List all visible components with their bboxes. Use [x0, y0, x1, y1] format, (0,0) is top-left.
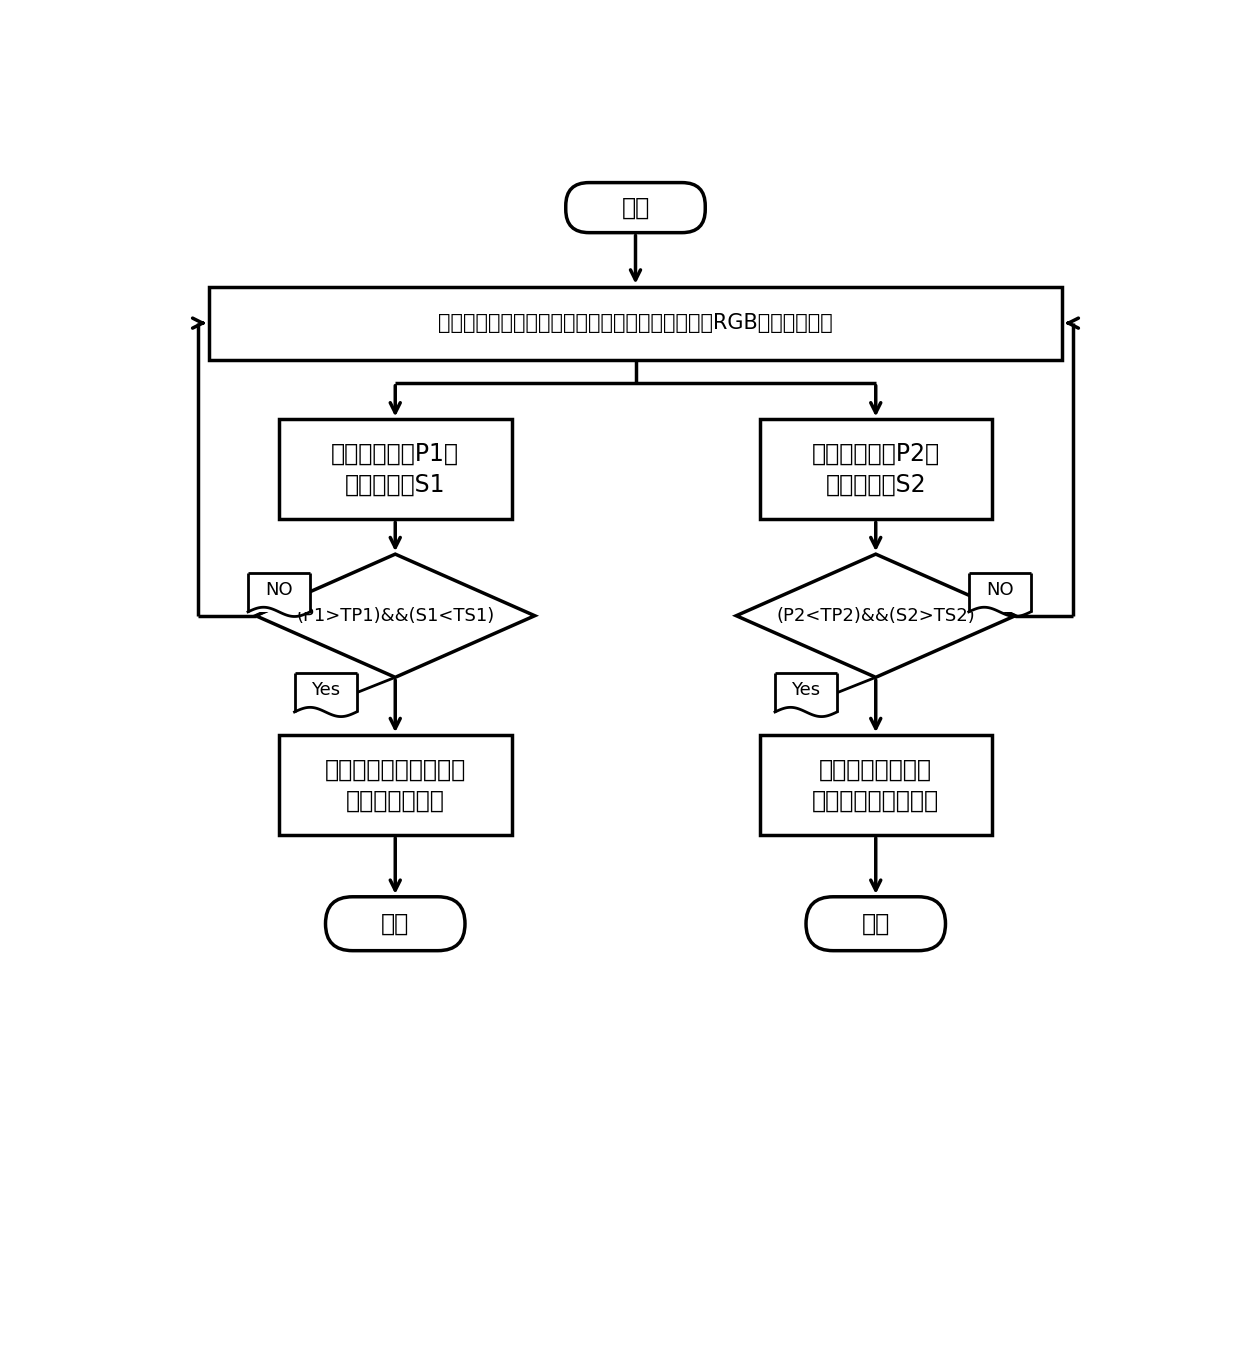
FancyBboxPatch shape	[325, 896, 465, 951]
Text: NO: NO	[265, 581, 293, 599]
Bar	[775, 674, 837, 712]
Bar	[968, 573, 1030, 612]
Text: 平均饱和度S2: 平均饱和度S2	[826, 473, 926, 497]
Text: 确定曝光参数P1和: 确定曝光参数P1和	[331, 441, 459, 466]
Text: (P1>TP1)&&(S1<TS1): (P1>TP1)&&(S1<TS1)	[296, 607, 495, 625]
Text: 开始: 开始	[621, 196, 650, 220]
Text: 结束: 结束	[862, 911, 890, 936]
Polygon shape	[737, 554, 1016, 678]
Text: (P2<TP2)&&(S2>TS2): (P2<TP2)&&(S2>TS2)	[776, 607, 975, 625]
Text: 结束: 结束	[381, 911, 409, 936]
Text: 同时开启红外灯: 同时开启红外灯	[346, 789, 445, 812]
FancyBboxPatch shape	[565, 182, 706, 232]
Text: 夜模式切换为日模: 夜模式切换为日模	[820, 758, 932, 782]
Text: NO: NO	[986, 581, 1013, 599]
Bar	[759, 735, 992, 835]
Bar	[279, 420, 511, 520]
Text: Yes: Yes	[311, 682, 340, 699]
Bar	[759, 420, 992, 520]
Bar	[295, 674, 357, 712]
Text: 日模式切换为夜模式，: 日模式切换为夜模式，	[325, 758, 466, 782]
Polygon shape	[255, 554, 534, 678]
Text: 平均饱和度S1: 平均饱和度S1	[345, 473, 445, 497]
FancyBboxPatch shape	[806, 896, 945, 951]
Text: 式，同时关闭红外灯: 式，同时关闭红外灯	[812, 789, 940, 812]
Text: 获取图像传感器的增益和曝光时间，同时分块统计RGB各分量的均值: 获取图像传感器的增益和曝光时间，同时分块统计RGB各分量的均值	[438, 314, 833, 333]
Bar	[279, 735, 511, 835]
Text: 确定曝光参数P2和: 确定曝光参数P2和	[812, 441, 940, 466]
Bar	[210, 287, 1061, 360]
Text: Yes: Yes	[791, 682, 821, 699]
Bar	[248, 573, 310, 612]
